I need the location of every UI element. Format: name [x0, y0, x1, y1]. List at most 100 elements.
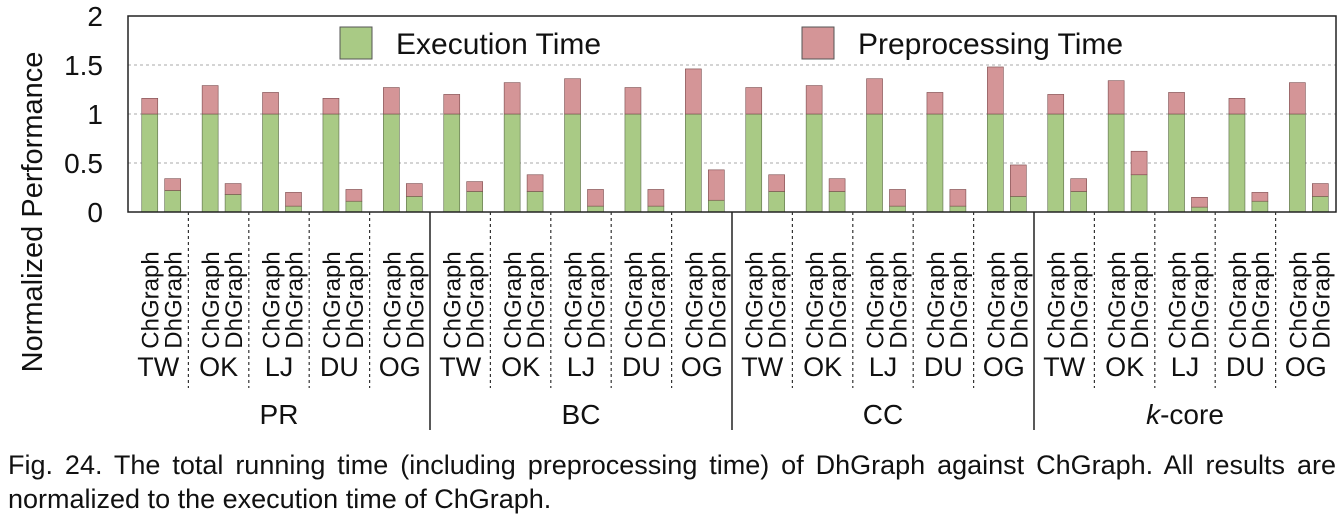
bar-execution — [1251, 200, 1269, 213]
bar-preprocessing — [564, 78, 581, 115]
system-label: DhGraph — [765, 251, 792, 348]
system-label: ChGraph — [802, 251, 829, 348]
bar-execution — [685, 113, 702, 213]
bar-preprocessing — [1047, 94, 1065, 115]
bar-preprocessing — [1228, 98, 1246, 115]
bar-preprocessing — [1168, 92, 1185, 115]
bar-preprocessing — [1130, 150, 1148, 176]
y-tick-label: 2 — [87, 1, 103, 32]
algorithm-label: BC — [562, 399, 601, 430]
grid-lines — [128, 64, 1336, 164]
dataset-label: TW — [1043, 352, 1085, 382]
bar-preprocessing — [285, 192, 302, 207]
bar-preprocessing — [926, 92, 944, 115]
system-label: ChGraph — [1165, 251, 1192, 348]
y-tick-label: 1.5 — [64, 50, 103, 81]
y-axis-label: Normalized Performance — [17, 52, 49, 373]
legend-label-preprocessing: Preprocessing Time — [858, 28, 1123, 61]
bar-preprocessing — [224, 183, 242, 195]
dataset-label: OK — [1105, 352, 1144, 382]
bar-preprocessing — [164, 178, 181, 191]
system-label: ChGraph — [863, 251, 890, 348]
axes: 0 0.5 1 1.5 2 — [64, 1, 1337, 430]
algorithm-label: k-core — [1146, 399, 1224, 430]
system-label: ChGraph — [138, 251, 165, 348]
bar-execution — [1047, 113, 1065, 213]
bar-execution — [866, 113, 883, 213]
bar-execution — [1311, 196, 1329, 213]
bar-preprocessing — [503, 82, 521, 115]
bar-execution — [224, 194, 242, 213]
algorithm-label: CC — [863, 399, 903, 430]
system-label: ChGraph — [681, 251, 708, 348]
system-label: ChGraph — [259, 251, 286, 348]
system-label: DhGraph — [1127, 251, 1154, 348]
system-label: ChGraph — [379, 251, 406, 348]
dataset-label: LJ — [567, 352, 596, 382]
dataset-label: OG — [1285, 352, 1327, 382]
bar-execution — [262, 113, 279, 213]
system-label: ChGraph — [198, 251, 225, 348]
bar-preprocessing — [587, 189, 604, 207]
bar-execution — [1107, 113, 1125, 213]
bar-execution — [322, 113, 340, 213]
system-label: ChGraph — [983, 251, 1010, 348]
bar-preprocessing — [889, 189, 906, 207]
system-label: DhGraph — [1067, 251, 1094, 348]
bar-preprocessing — [322, 98, 340, 115]
system-label: ChGraph — [621, 251, 648, 348]
y-tick-label: 0.5 — [64, 148, 103, 179]
x-axis-labels: PRTWChGraphDhGraphOKChGraphDhGraphLJChGr… — [137, 251, 1335, 430]
bar-execution — [805, 113, 823, 213]
legend: Execution Time Preprocessing Time — [339, 26, 1123, 61]
system-label: ChGraph — [1225, 251, 1252, 348]
system-label: DhGraph — [342, 251, 369, 348]
bar-execution — [587, 205, 604, 213]
bar-preprocessing — [647, 189, 665, 207]
dataset-label: DU — [320, 352, 359, 382]
bar-preprocessing — [624, 87, 642, 115]
dataset-label: OK — [803, 352, 842, 382]
bar-preprocessing — [866, 78, 883, 115]
system-label: DhGraph — [402, 251, 429, 348]
bar-execution — [1070, 191, 1087, 213]
dataset-label: OK — [199, 352, 238, 382]
system-label: ChGraph — [500, 251, 527, 348]
legend-swatch-execution — [339, 26, 373, 60]
bar-preprocessing — [685, 68, 702, 115]
bar-preprocessing — [987, 66, 1004, 115]
bar-execution — [1289, 113, 1306, 213]
bar-execution — [443, 113, 461, 213]
bar-execution — [526, 191, 544, 213]
dataset-label: OG — [681, 352, 723, 382]
bar-preprocessing — [1107, 80, 1125, 115]
bar-execution — [949, 205, 967, 213]
bar-execution — [768, 191, 785, 213]
bar-execution — [503, 113, 521, 213]
system-label: ChGraph — [561, 251, 588, 348]
dataset-label: TW — [439, 352, 481, 382]
bar-execution — [926, 113, 944, 213]
bar-preprocessing — [1070, 178, 1087, 192]
bar-preprocessing — [345, 189, 363, 202]
bar-preprocessing — [141, 98, 159, 115]
bar-execution — [647, 205, 665, 213]
bar-preprocessing — [805, 85, 823, 115]
bar-preprocessing — [1251, 192, 1269, 202]
bar-preprocessing — [526, 174, 544, 192]
dataset-label: OG — [983, 352, 1025, 382]
y-tick-label: 0 — [87, 197, 103, 228]
bar-execution — [466, 191, 483, 213]
bar-preprocessing — [1191, 197, 1208, 208]
bar-execution — [987, 113, 1004, 213]
figure-caption: Fig. 24. The total running time (includi… — [8, 450, 1336, 514]
dataset-label: DU — [924, 352, 963, 382]
bar-execution — [1009, 196, 1027, 213]
bar-execution — [1130, 174, 1148, 213]
bar-preprocessing — [828, 178, 846, 192]
system-label: DhGraph — [1248, 251, 1275, 348]
system-label: DhGraph — [885, 251, 912, 348]
bar-preprocessing — [768, 174, 785, 192]
bar-preprocessing — [1311, 183, 1329, 197]
bar-preprocessing — [1289, 82, 1306, 115]
